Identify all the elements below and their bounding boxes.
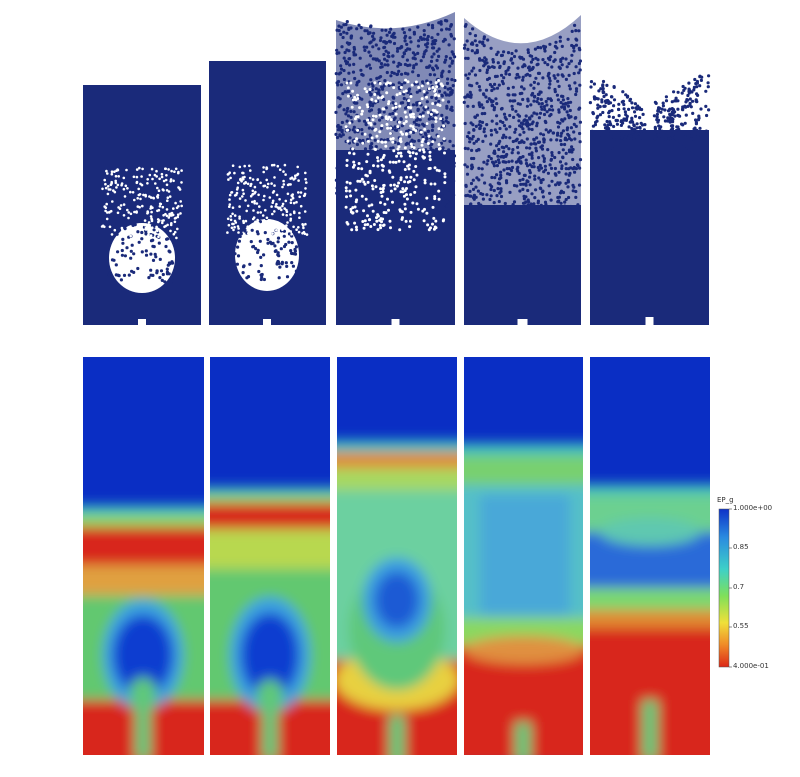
- colorbar-tick-min: 4.000e-01: [733, 662, 769, 670]
- contour-panel-3: [337, 357, 457, 755]
- particle-snapshots-row: [83, 12, 711, 325]
- colorbar-tick-085: 0.85: [733, 543, 749, 551]
- colorbar-title: EP_g: [717, 496, 734, 504]
- particle-panel-1: [83, 85, 201, 325]
- colorbar-tick-07: 0.7: [733, 583, 745, 591]
- particle-panel-4: [462, 15, 583, 325]
- particle-panel-2: [209, 61, 326, 325]
- contour-panel-2: [210, 357, 330, 755]
- contour-panel-1: [83, 357, 204, 755]
- contour-panel-5: [590, 357, 710, 755]
- colorbar: [718, 508, 732, 668]
- colorbar-tick-055: 0.55: [733, 622, 749, 630]
- particle-panel-3: [334, 12, 457, 325]
- particle-panel-5: [588, 74, 711, 325]
- contour-panel-4: [464, 357, 583, 755]
- colorbar-tick-max: 1.000e+00: [733, 504, 773, 512]
